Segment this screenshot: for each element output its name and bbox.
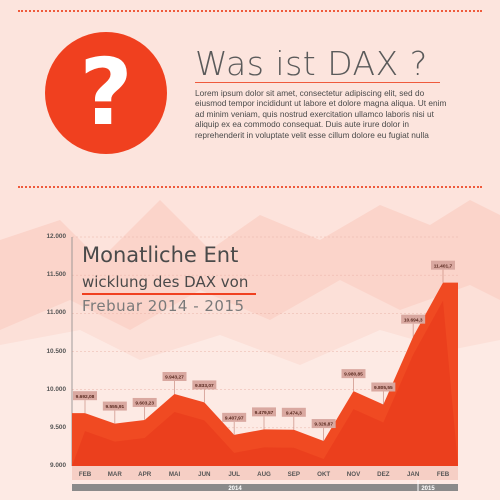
- x-tick-label: OKT: [317, 471, 330, 478]
- data-label-bg: [311, 419, 336, 429]
- data-label: 9.943,27: [165, 375, 184, 381]
- data-label-bg: [252, 407, 276, 417]
- y-tick-label: 12.000: [46, 233, 66, 240]
- bottom-dotted-divider: [18, 186, 482, 188]
- title-underline: [195, 82, 440, 83]
- year-label-2014: 2014: [228, 486, 242, 492]
- x-tick-label: NOV: [347, 471, 361, 478]
- data-label-bg: [341, 369, 366, 379]
- x-tick-label: MAR: [108, 471, 123, 478]
- x-tick-label: MAI: [169, 471, 181, 478]
- page-title: Was ist DAX ?: [195, 44, 428, 83]
- x-tick-label: APR: [138, 471, 152, 478]
- y-tick-label: 10.000: [46, 385, 66, 393]
- year-band: [72, 484, 458, 491]
- data-label: 9.805,55: [374, 385, 393, 391]
- data-label: 9.479,57: [255, 410, 274, 416]
- dax-area-shade: [72, 300, 458, 466]
- data-label: 9.326,87: [314, 422, 333, 428]
- chart-title-line2: wicklung des DAX von: [82, 273, 249, 291]
- x-tick-label: JUL: [228, 471, 240, 478]
- data-label-bg: [192, 380, 217, 390]
- y-tick-label: 10.500: [46, 347, 66, 355]
- x-tick-label: JAN: [407, 471, 420, 478]
- data-label-bg: [73, 391, 97, 401]
- data-label-bg: [102, 401, 127, 411]
- data-label: 9.980,85: [344, 372, 363, 378]
- data-label: 9.692,08: [76, 394, 95, 400]
- top-dotted-divider: [18, 10, 482, 12]
- x-tick-label: AUG: [257, 471, 271, 478]
- intro-text: Lorem ipsum dolor sit amet, consectetur …: [195, 88, 447, 140]
- x-tick-label: SEP: [288, 471, 300, 478]
- data-label: 9.407,97: [225, 415, 244, 421]
- x-tick-label: DEZ: [377, 471, 390, 478]
- question-mark-icon: ?: [45, 32, 167, 154]
- chart-title-underline: [82, 293, 256, 295]
- y-tick-label: 9.500: [50, 423, 66, 431]
- x-tick-label: FEB: [79, 471, 92, 478]
- data-label-bg: [162, 371, 187, 381]
- x-axis-band: [72, 466, 458, 480]
- dax-chart: 9.692,08 9.555,91 9.603,23 9.943,27 9.833,07…: [0, 200, 500, 500]
- data-label-bg: [371, 382, 396, 392]
- data-label-bg: [281, 407, 306, 417]
- data-label: 9.603,23: [135, 401, 154, 407]
- data-label: 10.694,3: [404, 317, 423, 323]
- chart-title-line3: Frebuar 2014 - 2015: [82, 297, 245, 315]
- data-label-bg: [132, 397, 157, 407]
- data-label: 9.833,07: [195, 383, 214, 389]
- data-label: 11.401,7: [434, 263, 453, 269]
- chart-title-line1: Monatliche Ent: [82, 243, 239, 267]
- year-label-2015: 2015: [421, 486, 435, 492]
- data-label: 9.555,91: [105, 404, 124, 410]
- data-label: 9.474,3: [286, 410, 302, 416]
- y-tick-label: 9.000: [50, 462, 66, 469]
- x-tick-label: FEB: [437, 471, 450, 478]
- y-tick-label: 11.000: [46, 309, 66, 317]
- x-tick-label: JUN: [198, 471, 211, 478]
- data-label-bg: [431, 260, 455, 270]
- data-label-bg: [222, 412, 247, 422]
- data-label-bg: [401, 314, 426, 324]
- y-tick-label: 11.500: [46, 271, 66, 279]
